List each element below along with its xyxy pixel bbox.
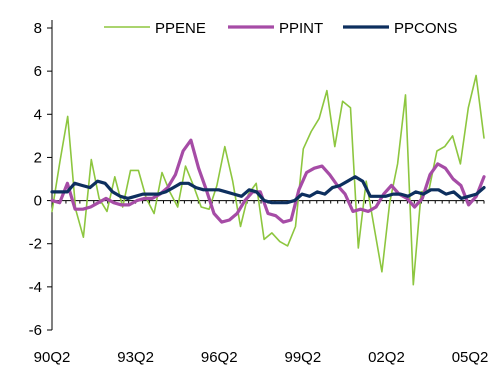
y-tick-label: 8 — [34, 20, 42, 37]
x-tick-label: 93Q2 — [117, 349, 154, 366]
y-tick-label: 2 — [34, 149, 42, 166]
series-layer — [50, 74, 486, 286]
series-line-ppint — [50, 138, 486, 224]
legend-label-ppene: PPENE — [155, 20, 206, 37]
y-tick-label: 4 — [34, 106, 42, 123]
legend: PPENE PPINT PPCONS — [104, 20, 457, 37]
x-tick-label: 05Q2 — [452, 349, 489, 366]
x-axis: 90Q2 93Q2 96Q2 99Q2 02Q2 05Q2 — [34, 200, 489, 366]
y-tick-label: -4 — [29, 279, 42, 296]
x-tick-label: 99Q2 — [284, 349, 321, 366]
series-line-ppcons — [50, 175, 486, 205]
y-axis: -6 -4 -2 0 2 4 6 8 — [29, 20, 53, 339]
legend-label-ppcons: PPCONS — [394, 20, 457, 37]
x-tick-label: 90Q2 — [34, 349, 71, 366]
series-line-ppene — [51, 74, 485, 286]
y-tick-label: -2 — [29, 236, 42, 253]
x-tick-label: 02Q2 — [368, 349, 405, 366]
y-tick-label: -6 — [29, 322, 42, 339]
y-tick-label: 0 — [34, 193, 42, 210]
legend-label-ppint: PPINT — [279, 20, 323, 37]
x-tick-label: 96Q2 — [201, 349, 238, 366]
y-tick-label: 6 — [34, 63, 42, 80]
